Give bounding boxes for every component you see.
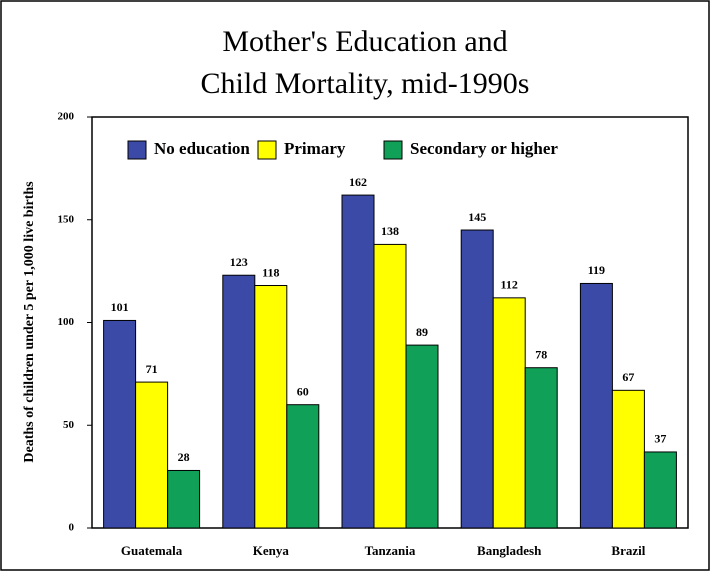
value-label: 60 (297, 384, 309, 398)
bar (492, 297, 526, 529)
y-tick-label: 150 (58, 213, 75, 225)
chart-title: Child Mortality, mid-1990s (201, 67, 530, 100)
bar (524, 367, 558, 529)
bar (167, 469, 201, 529)
bar (341, 194, 375, 529)
legend-swatch (383, 140, 403, 160)
bar (222, 274, 256, 529)
value-label: 67 (622, 370, 634, 384)
value-label: 138 (381, 224, 399, 238)
value-label: 71 (146, 362, 158, 376)
y-tick-label: 100 (58, 316, 75, 328)
value-label: 101 (111, 300, 129, 314)
value-label: 78 (535, 347, 547, 361)
bar (460, 229, 494, 529)
y-tick-label: 200 (58, 111, 75, 123)
value-label: 89 (416, 325, 428, 339)
bar (643, 451, 677, 529)
y-axis-label: Deaths of children under 5 per 1,000 liv… (22, 181, 37, 463)
y-tick-label: 0 (69, 522, 75, 534)
value-label: 112 (501, 278, 518, 292)
legend-swatch (257, 140, 277, 160)
x-tick-label: Kenya (253, 543, 290, 558)
value-label: 119 (588, 263, 605, 277)
value-label: 28 (178, 450, 190, 464)
bar (579, 282, 613, 529)
chart-title: Mother's Education and (222, 25, 507, 58)
legend-swatch (127, 140, 147, 160)
value-label: 118 (262, 265, 279, 279)
x-tick-label: Guatemala (121, 543, 183, 558)
y-tick-label: 50 (63, 419, 75, 431)
bar (611, 389, 645, 529)
bar (103, 319, 137, 529)
legend-label: Secondary or higher (410, 139, 558, 158)
legend-label: No education (154, 139, 250, 158)
x-tick-label: Brazil (611, 543, 645, 558)
bar (405, 344, 439, 529)
bar (135, 381, 169, 529)
value-label: 37 (654, 432, 666, 446)
x-tick-label: Bangladesh (477, 543, 542, 558)
bar (373, 243, 407, 529)
bar (286, 404, 320, 529)
value-label: 162 (349, 175, 367, 189)
legend-label: Primary (284, 139, 346, 158)
x-tick-label: Tanzania (365, 543, 416, 558)
value-label: 145 (468, 210, 486, 224)
value-label: 123 (230, 255, 248, 269)
bar (254, 285, 288, 529)
